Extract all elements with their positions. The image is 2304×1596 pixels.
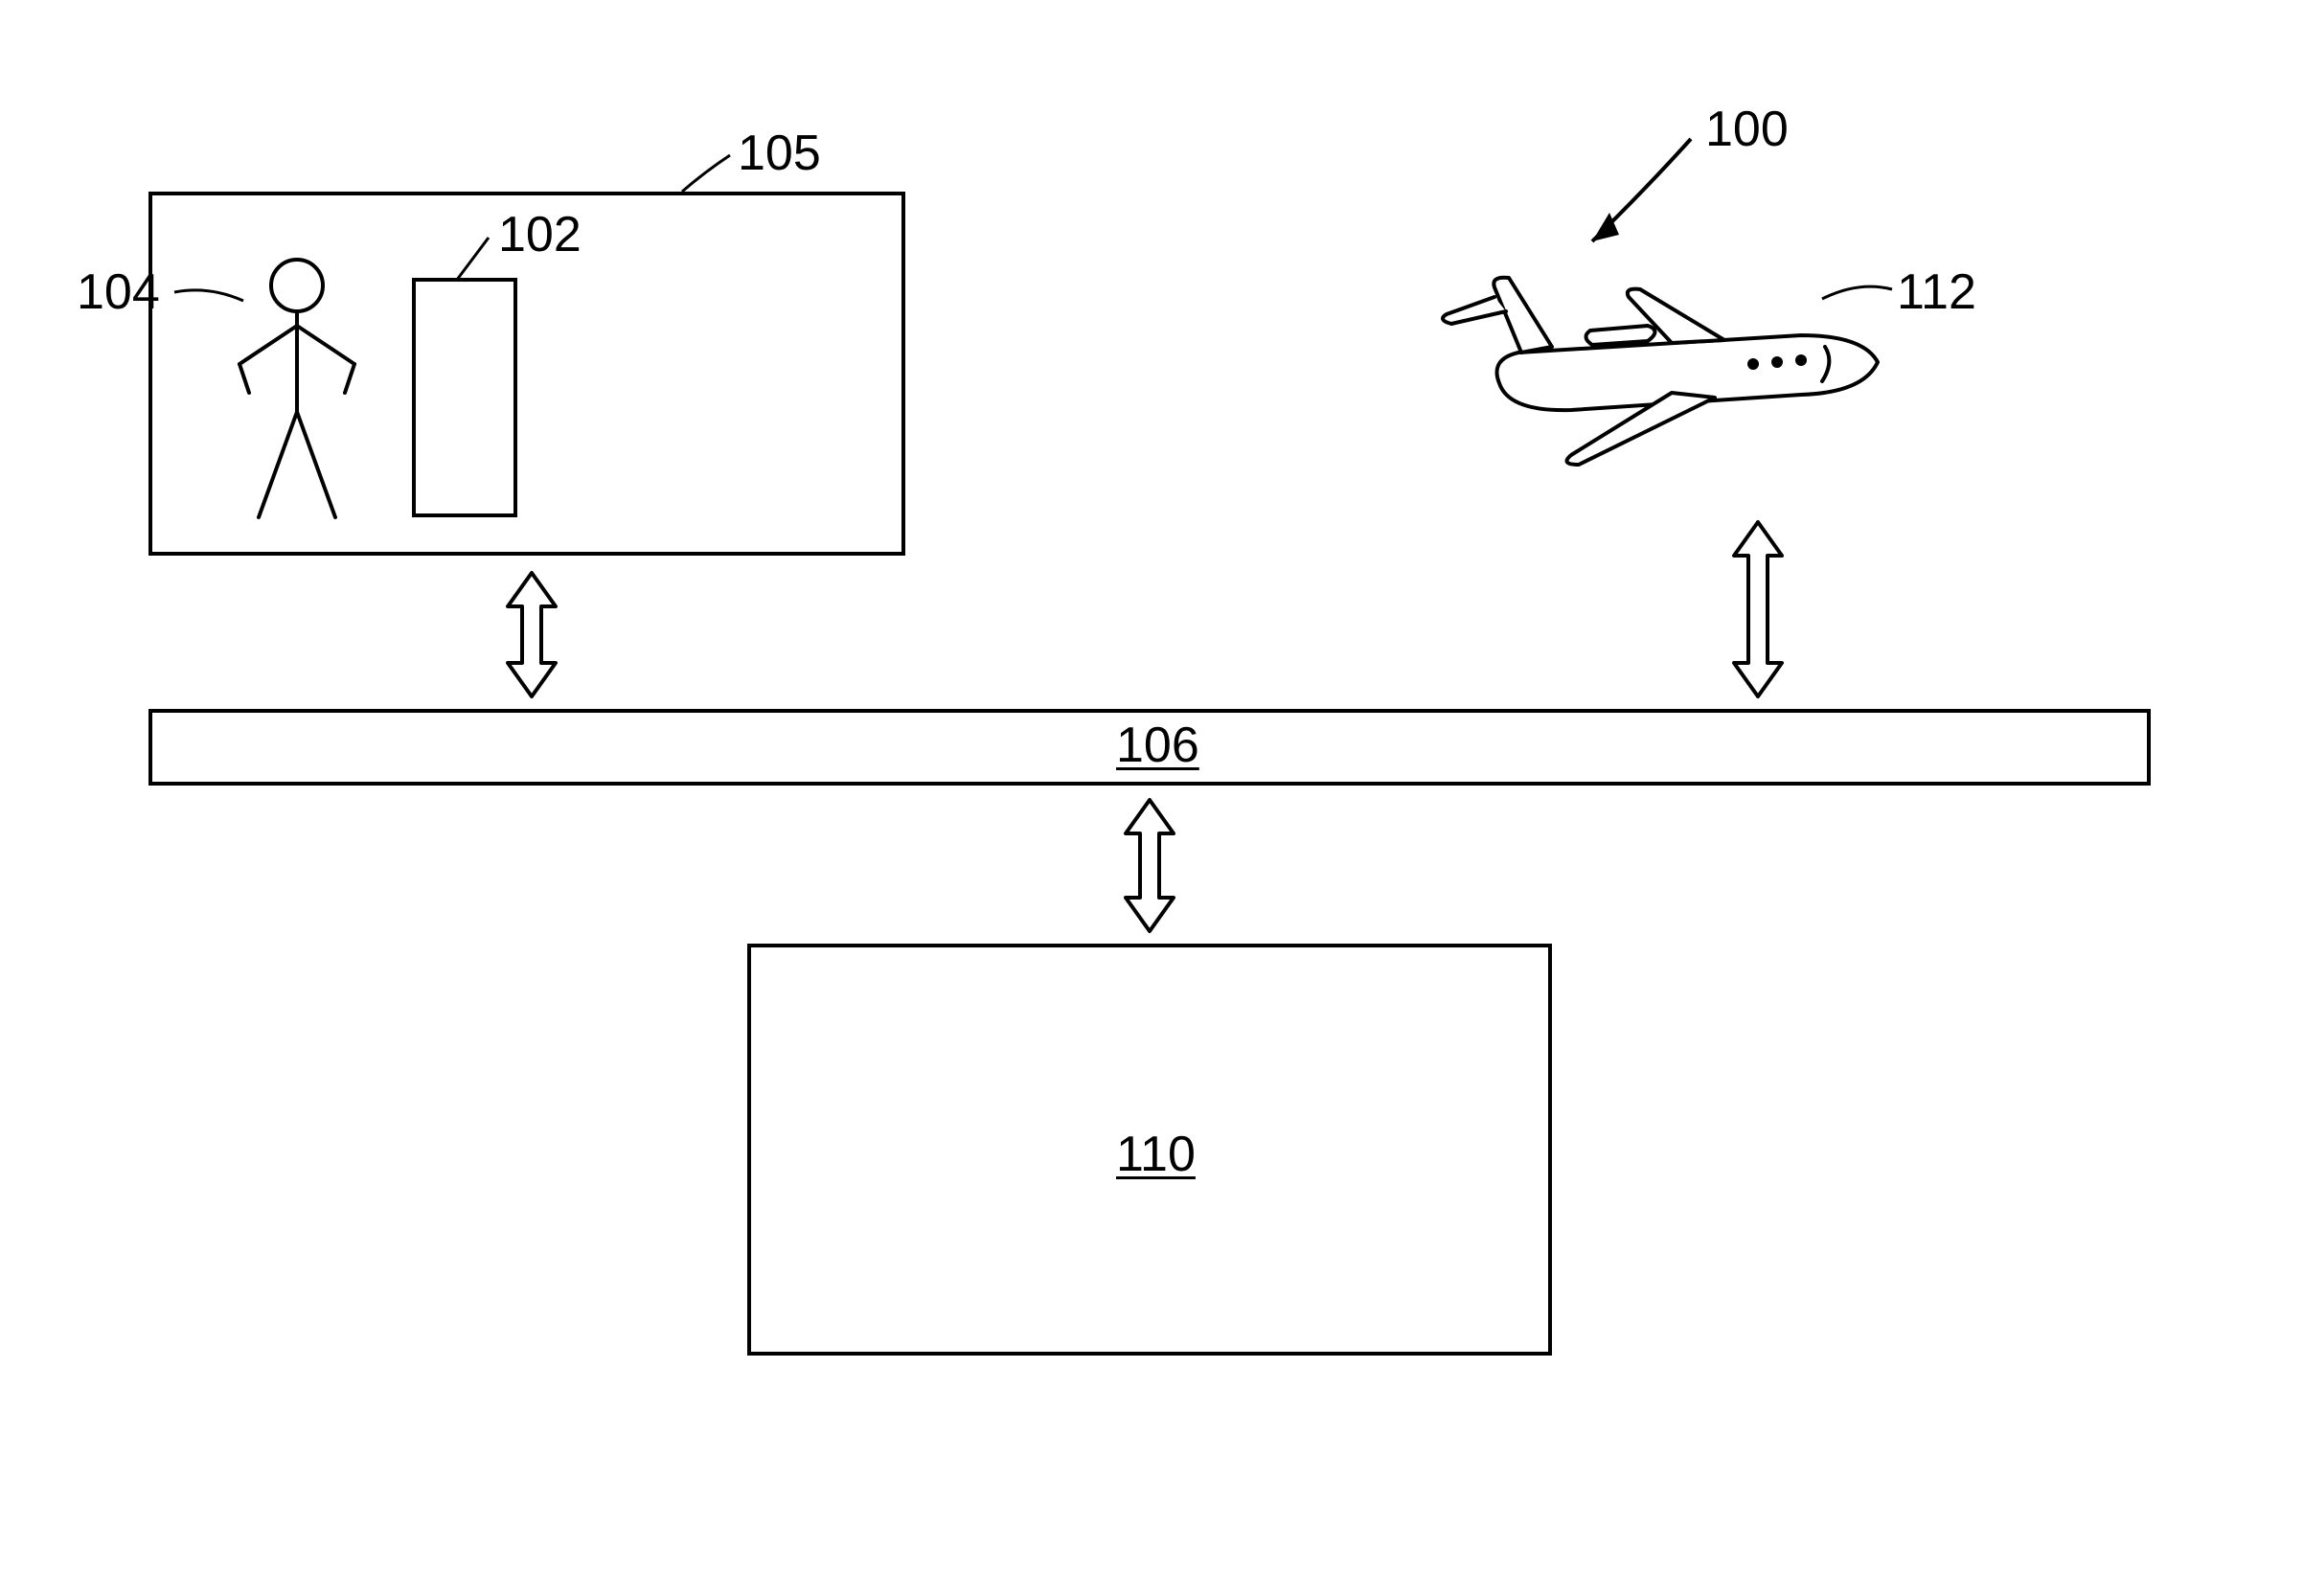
- label-105: 105: [738, 125, 821, 182]
- arrow-112-106: [1734, 522, 1782, 696]
- label-102: 102: [498, 206, 582, 263]
- arrow-106-110: [1126, 800, 1174, 931]
- arrow-105-106: [508, 573, 556, 696]
- diagram-canvas: 100 105 102 104 112 106 110: [0, 0, 2304, 1596]
- label-112: 112: [1897, 263, 1976, 321]
- leader-112: [1822, 286, 1892, 299]
- label-106: 106: [1116, 717, 1199, 774]
- leader-105: [682, 155, 730, 192]
- airplane-icon: [1443, 278, 1878, 465]
- label-110: 110: [1116, 1126, 1196, 1183]
- ref-arrow-100: [1592, 139, 1691, 241]
- label-100: 100: [1705, 101, 1789, 158]
- label-104: 104: [77, 263, 160, 321]
- box-102: [412, 278, 517, 517]
